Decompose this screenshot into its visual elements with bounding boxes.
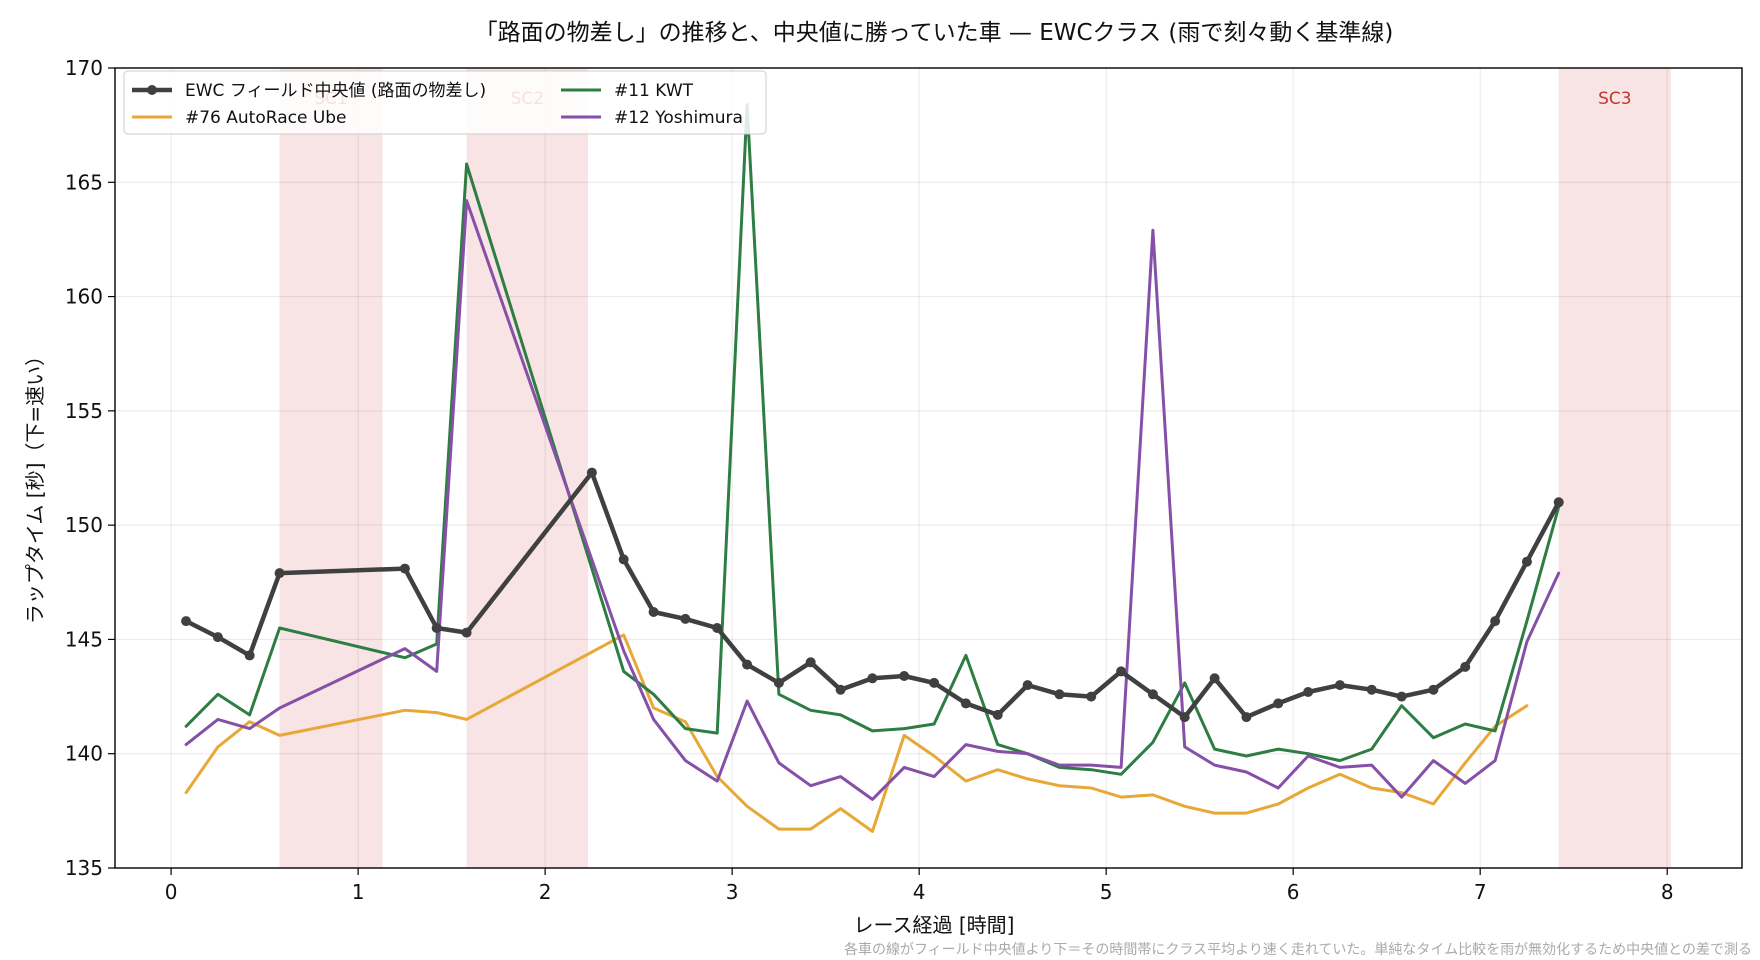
series-point-0-30 bbox=[1303, 687, 1314, 697]
y-tick-label-0: 135 bbox=[65, 856, 103, 880]
series-point-0-18 bbox=[929, 677, 940, 688]
sc-band-1 bbox=[279, 68, 383, 868]
series-point-0-29 bbox=[1273, 698, 1284, 709]
legend-marker-0 bbox=[147, 85, 157, 95]
y-tick-label-6: 165 bbox=[65, 170, 103, 194]
x-tick-label-5: 5 bbox=[1100, 880, 1113, 904]
series-point-0-4 bbox=[399, 563, 410, 574]
y-axis-label: ラップタイム [秒]（下=速い） bbox=[23, 346, 47, 624]
series-point-0-7 bbox=[586, 467, 597, 478]
x-tick-label-4: 4 bbox=[913, 880, 926, 904]
series-point-0-25 bbox=[1147, 689, 1158, 700]
series-point-0-19 bbox=[960, 698, 971, 709]
series-point-0-16 bbox=[867, 673, 878, 684]
x-tick-label-7: 7 bbox=[1474, 880, 1487, 904]
series-point-0-27 bbox=[1209, 673, 1220, 684]
x-tick-label-3: 3 bbox=[726, 880, 739, 904]
series-0 bbox=[181, 467, 1564, 723]
series-point-0-11 bbox=[712, 623, 723, 633]
y-axis-ticks: 135 140 145 150 155 160 165 170 bbox=[65, 56, 115, 880]
series-point-0-1 bbox=[212, 632, 223, 643]
series-point-0-22 bbox=[1054, 689, 1065, 700]
series-point-0-21 bbox=[1022, 680, 1033, 691]
series-point-0-26 bbox=[1179, 712, 1190, 723]
y-tick-label-3: 150 bbox=[65, 513, 103, 537]
x-tick-label-8: 8 bbox=[1661, 880, 1674, 904]
x-tick-label-1: 1 bbox=[352, 880, 365, 904]
safety-car-bands: SC1SC2SC3 bbox=[279, 68, 1671, 868]
series-point-0-14 bbox=[805, 657, 816, 668]
series-point-0-8 bbox=[618, 554, 629, 565]
y-tick-label-7: 170 bbox=[65, 56, 103, 80]
x-tick-label-0: 0 bbox=[165, 880, 178, 904]
series-point-0-23 bbox=[1086, 691, 1097, 702]
sc-band-2 bbox=[466, 68, 589, 868]
series-point-0-37 bbox=[1521, 556, 1532, 567]
legend-box bbox=[123, 70, 767, 135]
y-tick-label-4: 155 bbox=[65, 399, 103, 423]
series-3 bbox=[184, 199, 1561, 801]
series-point-0-24 bbox=[1116, 666, 1127, 677]
series-point-0-38 bbox=[1553, 497, 1564, 508]
series-point-0-13 bbox=[773, 677, 784, 688]
series-point-0-31 bbox=[1334, 680, 1345, 691]
series-point-0-0 bbox=[181, 616, 192, 627]
legend: EWC フィールド中央値 (路面の物差し) #76 AutoRace Ube #11… bbox=[123, 70, 767, 135]
series-1 bbox=[184, 633, 1529, 833]
series-point-0-2 bbox=[244, 650, 255, 661]
sc-band-3 bbox=[1558, 68, 1671, 868]
series-line-2 bbox=[184, 103, 1561, 776]
x-tick-label-2: 2 bbox=[539, 880, 552, 904]
series-point-0-20 bbox=[992, 709, 1003, 720]
series-lines bbox=[181, 103, 1564, 833]
plot-frame bbox=[114, 67, 1743, 869]
legend-label-0: EWC フィールド中央値 (路面の物差し) bbox=[185, 81, 486, 101]
chart-title: 「路面の物差し」の推移と、中央値に勝っていた車 — EWCクラス (雨で刻々動く… bbox=[475, 20, 1394, 46]
y-tick-label-1: 140 bbox=[65, 742, 103, 766]
x-axis-label: レース経過 [時間] bbox=[854, 913, 1015, 937]
series-point-0-36 bbox=[1490, 616, 1501, 627]
series-line-1 bbox=[184, 633, 1529, 833]
series-point-0-6 bbox=[461, 627, 472, 638]
legend-label-2: #11 KWT bbox=[614, 81, 694, 101]
series-point-0-9 bbox=[648, 607, 659, 617]
legend-label-3: #12 Yoshimura bbox=[614, 108, 743, 128]
series-point-0-15 bbox=[835, 684, 846, 695]
x-axis-ticks: 0 1 2 3 4 5 6 7 8 bbox=[165, 868, 1674, 904]
series-2 bbox=[184, 103, 1561, 776]
series-point-0-35 bbox=[1460, 661, 1471, 672]
chart-footnote: 各車の線がフィールド中央値より下＝その時間帯にクラス平均より速く走れていた。単純… bbox=[844, 941, 1752, 958]
y-tick-label-2: 145 bbox=[65, 627, 103, 651]
series-line-3 bbox=[184, 199, 1561, 801]
series-point-0-32 bbox=[1366, 684, 1377, 695]
series-point-0-34 bbox=[1428, 684, 1439, 695]
series-point-0-33 bbox=[1396, 691, 1407, 702]
x-tick-label-6: 6 bbox=[1287, 880, 1300, 904]
sc-label-3: SC3 bbox=[1598, 89, 1631, 109]
legend-label-1: #76 AutoRace Ube bbox=[185, 108, 347, 128]
series-point-0-3 bbox=[274, 568, 285, 579]
series-point-0-12 bbox=[742, 659, 753, 670]
y-tick-label-5: 160 bbox=[65, 285, 103, 309]
series-point-0-17 bbox=[899, 671, 910, 681]
series-point-0-5 bbox=[431, 623, 442, 633]
series-point-0-28 bbox=[1241, 712, 1252, 723]
series-point-0-10 bbox=[680, 613, 691, 624]
